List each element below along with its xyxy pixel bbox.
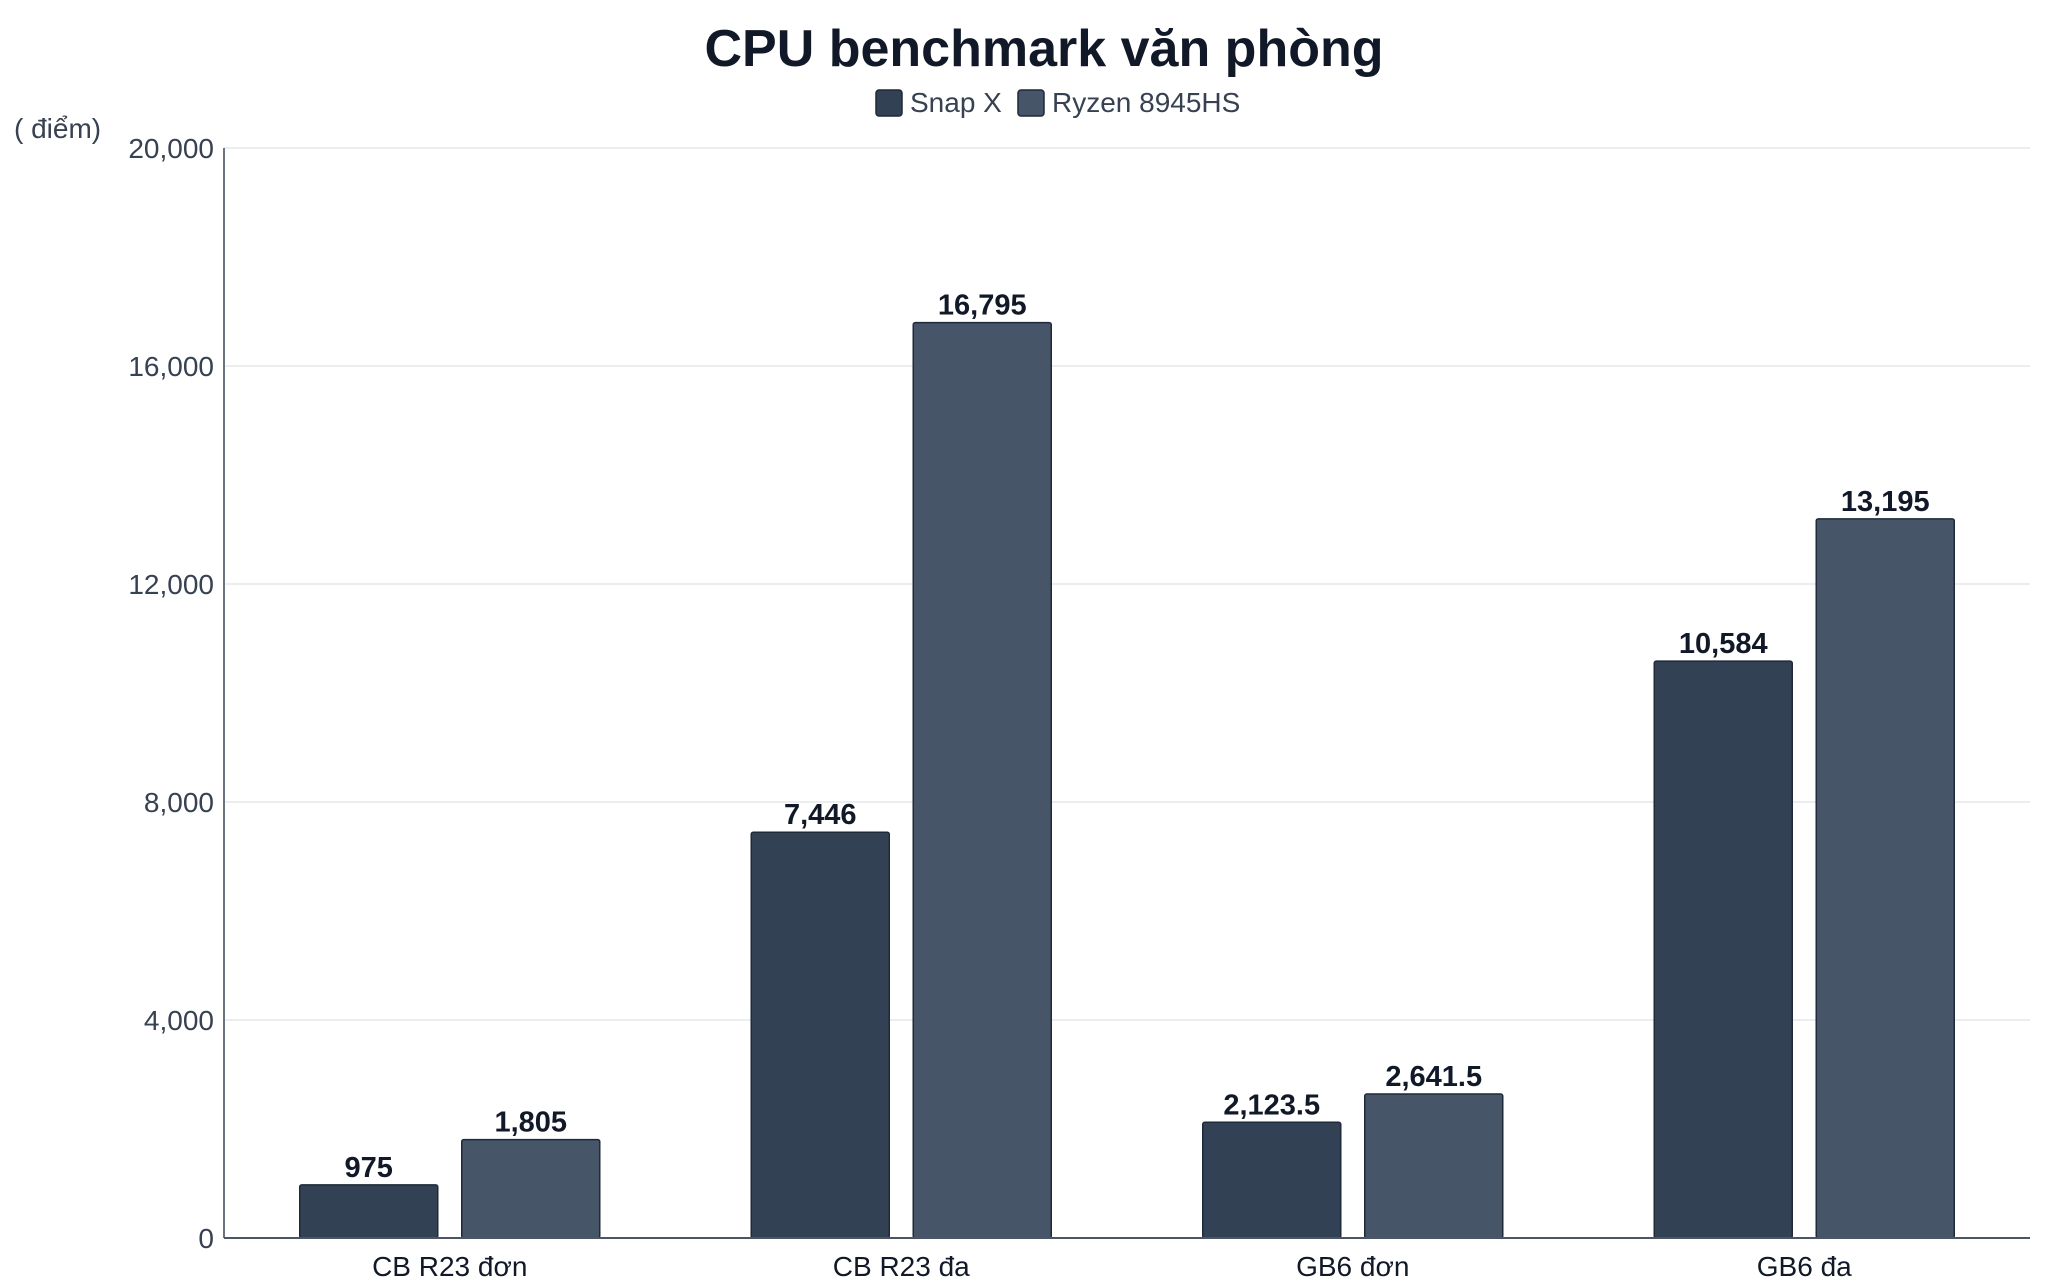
bars bbox=[299, 321, 1955, 1239]
y-axis-ticks: 0 4,000 8,000 12,000 16,000 20,000 bbox=[128, 133, 214, 1254]
y-axis-label: ( điểm) bbox=[14, 113, 101, 144]
axes bbox=[223, 148, 2030, 1239]
bar-value-label: 7,446 bbox=[784, 799, 857, 831]
bar bbox=[912, 321, 1052, 1239]
bar-value-label: 975 bbox=[345, 1152, 393, 1184]
x-axis-ticks: CB R23 đơn CB R23 đa GB6 đơn GB6 đa bbox=[372, 1251, 1852, 1282]
bar-value-label: 13,195 bbox=[1841, 486, 1930, 518]
bar bbox=[1202, 1121, 1342, 1239]
bar-value-label: 2,123.5 bbox=[1223, 1089, 1320, 1121]
bar bbox=[1364, 1093, 1504, 1239]
legend-swatch bbox=[1017, 89, 1045, 117]
x-tick-label: GB6 đa bbox=[1757, 1251, 1852, 1280]
bar-value-label: 2,641.5 bbox=[1385, 1061, 1482, 1093]
bar-value-labels: 975 1,805 7,446 16,795 2,123.5 2,641.5 10,584 1… bbox=[345, 290, 1930, 1184]
bar bbox=[461, 1138, 601, 1239]
y-tick-label: 12,000 bbox=[128, 569, 214, 600]
bar-value-label: 10,584 bbox=[1679, 628, 1768, 660]
legend-label: Snap X bbox=[910, 87, 1002, 118]
bar-value-label: 1,805 bbox=[494, 1107, 567, 1139]
x-tick-label: CB R23 đơn bbox=[372, 1251, 527, 1280]
legend: Snap X Ryzen 8945HS bbox=[875, 87, 1240, 118]
y-tick-label: 0 bbox=[198, 1223, 214, 1254]
chart-title: CPU benchmark văn phòng bbox=[705, 20, 1384, 78]
x-tick-label: GB6 đơn bbox=[1296, 1251, 1409, 1280]
x-tick-label: CB R23 đa bbox=[833, 1251, 970, 1280]
y-tick-label: 20,000 bbox=[128, 133, 214, 164]
y-tick-label: 8,000 bbox=[144, 787, 214, 818]
bar bbox=[299, 1184, 439, 1239]
bar bbox=[750, 831, 890, 1239]
bar bbox=[1815, 518, 1955, 1239]
bar bbox=[1653, 660, 1793, 1239]
legend-label: Ryzen 8945HS bbox=[1052, 87, 1240, 118]
legend-swatch bbox=[875, 89, 903, 117]
bar-value-label: 16,795 bbox=[938, 290, 1027, 322]
y-tick-label: 4,000 bbox=[144, 1005, 214, 1036]
y-tick-label: 16,000 bbox=[128, 351, 214, 382]
